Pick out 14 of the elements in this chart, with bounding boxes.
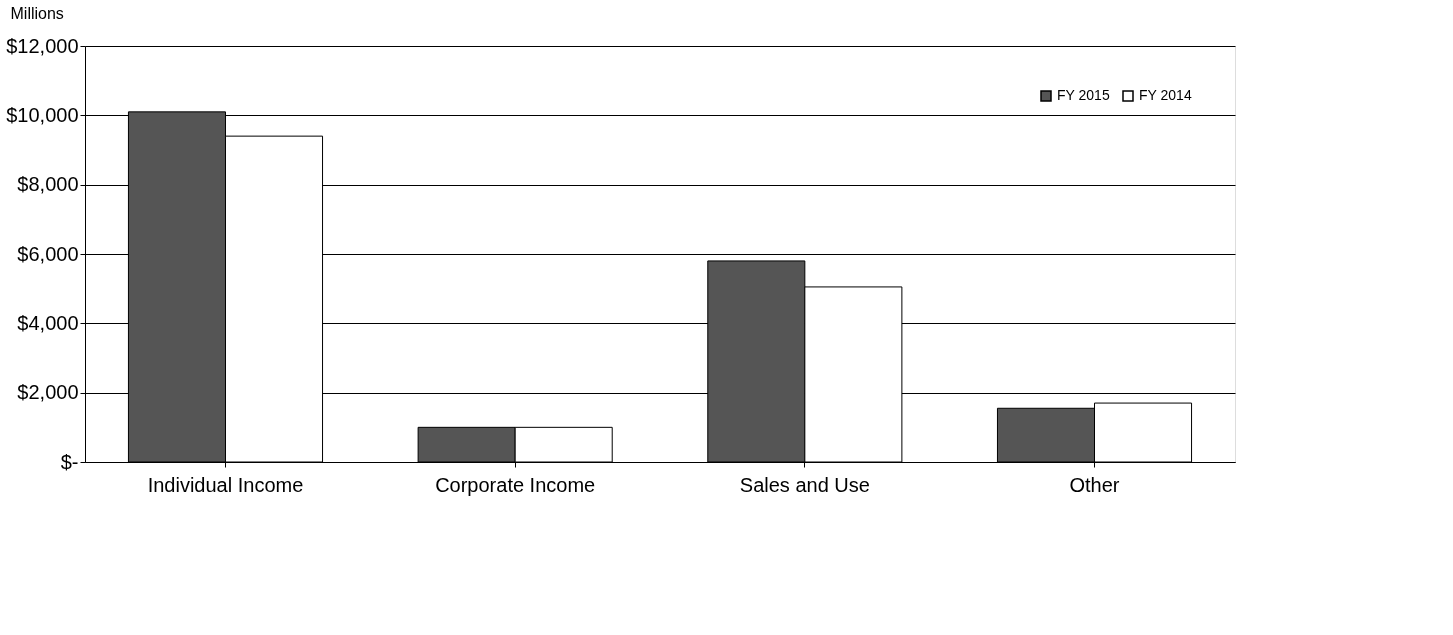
x-tick-label: Corporate Income <box>435 473 596 496</box>
x-tick-label: Individual Income <box>147 473 304 496</box>
legend-label: FY 2014 <box>1139 87 1192 103</box>
x-tick-label: Other <box>1069 473 1120 496</box>
legend-label: FY 2015 <box>1057 87 1110 103</box>
y-tick-label: $2,000 <box>17 381 79 404</box>
y-tick-label: $12,000 <box>6 34 79 57</box>
x-tick-label: Sales and Use <box>739 473 870 496</box>
y-tick-label: $10,000 <box>6 103 79 126</box>
y-tick-label: $8,000 <box>17 173 79 196</box>
y-tick-label: $- <box>60 450 79 473</box>
y-tick-label: $6,000 <box>17 242 79 265</box>
y-tick-label: $4,000 <box>17 311 79 334</box>
y-axis-title: Millions <box>10 4 64 22</box>
